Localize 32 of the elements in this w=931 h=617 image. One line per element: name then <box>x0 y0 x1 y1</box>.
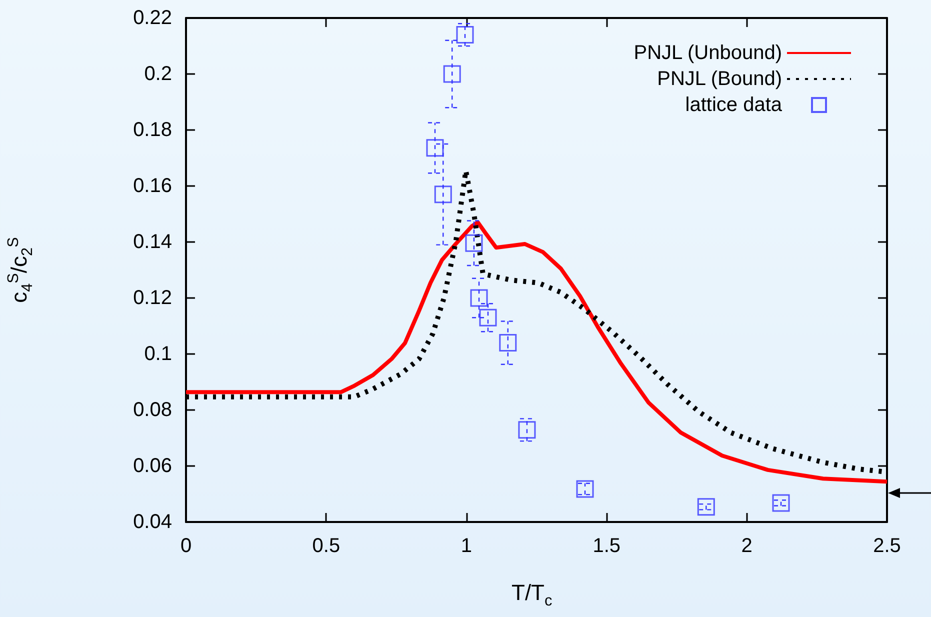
y-tick-label: 0.22 <box>133 7 172 29</box>
legend-label: PNJL (Unbound) <box>634 42 782 64</box>
y-tick-label: 0.12 <box>133 287 172 309</box>
point <box>470 289 488 307</box>
point <box>456 26 474 44</box>
point <box>499 334 517 352</box>
y-tick-label: 0.06 <box>133 455 172 477</box>
line-series <box>184 220 889 484</box>
x-tick-label: 2 <box>741 535 752 557</box>
y-tick-label: 0.18 <box>133 119 172 141</box>
x-tick-label: 0 <box>180 535 192 557</box>
y-tick-label: 0.04 <box>133 511 172 533</box>
point <box>465 234 483 252</box>
x-tick-label: 1 <box>460 535 472 557</box>
x-tick-label: 2.5 <box>873 535 901 557</box>
point <box>518 421 536 439</box>
x-axis-title: T/T$_{c}$ <box>512 580 552 610</box>
point <box>479 308 497 326</box>
legend-label: lattice data <box>685 94 783 116</box>
point <box>434 186 452 204</box>
x-tick-label: 1.5 <box>592 535 621 557</box>
y-tick-label: 0.2 <box>144 63 172 85</box>
x-tick-label: 0.5 <box>312 535 340 557</box>
legend-label: PNJL (Bound) <box>657 68 782 90</box>
y-tick-label: 0.08 <box>133 399 172 421</box>
point <box>772 494 790 512</box>
point <box>443 65 461 83</box>
point <box>426 139 444 157</box>
point <box>697 498 715 516</box>
y-tick-label: 0.1 <box>144 343 172 365</box>
y-tick-label: 0.16 <box>133 175 172 197</box>
y-tick-label: 0.14 <box>133 231 172 253</box>
